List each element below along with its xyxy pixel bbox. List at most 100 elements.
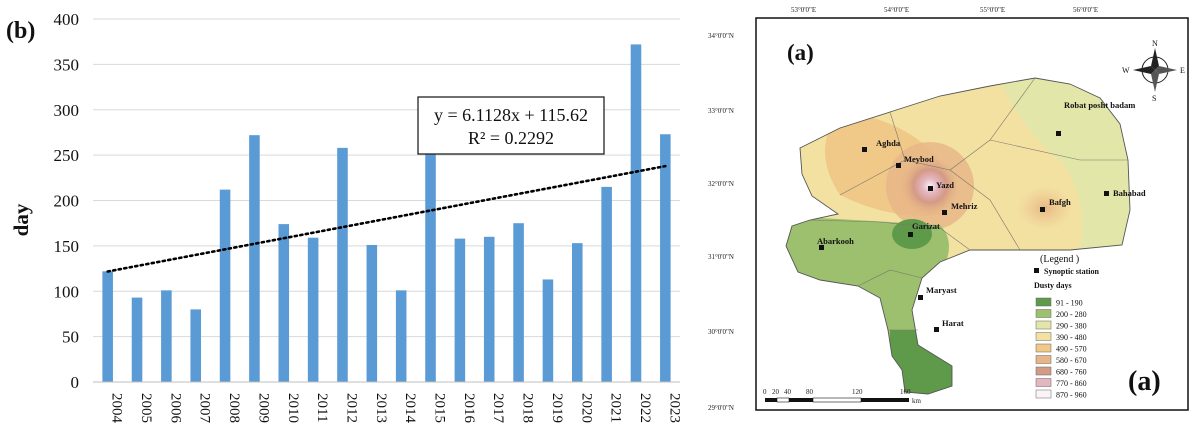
- bar-2023: [660, 134, 671, 382]
- station-bahabad: Bahabad: [1104, 188, 1146, 198]
- map-svg: 53°0'0"E 54°0'0"E 55°0'0"E 56°0'0"E 34°0…: [708, 6, 1189, 412]
- bar-2011: [307, 237, 319, 382]
- svg-text:Meybod: Meybod: [904, 154, 934, 164]
- trend-line: [106, 164, 667, 273]
- y-tick-label: 100: [54, 282, 80, 301]
- svg-text:Harat: Harat: [942, 318, 964, 328]
- legend-range-label: 580 - 670: [1056, 356, 1087, 365]
- y-tick-label: 400: [54, 10, 80, 29]
- station-harat: Harat: [934, 318, 964, 332]
- bar-2016: [454, 238, 466, 382]
- x-tick-label: 2012: [343, 393, 359, 423]
- x-tick-label: 2023: [666, 393, 682, 423]
- dusty-days-bar-chart: 0 50 100 150 200 250 300 350 400 2004 2005 2006 200…: [6, 10, 683, 424]
- svg-text:Mehriz: Mehriz: [951, 201, 978, 211]
- lon-label: 55°0'0"E: [980, 6, 1005, 14]
- legend-swatch: [1035, 366, 1052, 376]
- legend-range-label: 200 - 280: [1056, 310, 1087, 319]
- svg-text:Maryast: Maryast: [926, 285, 957, 295]
- y-tick-label: 350: [54, 55, 80, 74]
- x-tick-label: 2020: [578, 393, 594, 423]
- bar-2017: [483, 236, 495, 382]
- bar-2022: [630, 44, 642, 382]
- legend-swatch: [1035, 355, 1052, 364]
- x-tick-label: 2008: [226, 393, 242, 423]
- x-tick-label: 2019: [549, 393, 565, 423]
- station-mehriz: Mehriz: [942, 201, 978, 215]
- y-tick-label: 50: [62, 328, 79, 347]
- scale-label: 20: [772, 388, 780, 396]
- station-abarkooh: Abarkooh: [817, 236, 854, 250]
- bar-2019: [542, 279, 554, 382]
- lat-label: 31°0'0"N: [708, 253, 734, 261]
- panel-b-label: (b): [6, 18, 35, 44]
- compass-w: W: [1122, 66, 1130, 75]
- x-tick-label: 2015: [432, 393, 448, 423]
- lat-label: 30°0'0"N: [708, 328, 734, 336]
- legend-range-label: 870 - 960: [1056, 391, 1087, 400]
- lon-label: 56°0'0"E: [1073, 6, 1098, 14]
- x-tick-label: 2007: [197, 393, 213, 424]
- legend-swatch: [1035, 343, 1052, 353]
- bar-2004: [102, 271, 113, 382]
- x-tick-labels: 2004 2005 2006 2007 2008 2009 2010 2011 2012 2013…: [109, 393, 683, 424]
- legend-range-label: 490 - 570: [1056, 345, 1087, 354]
- station-markers: Robat posht badam Aghda Meybod Yazd Baha…: [817, 100, 1146, 332]
- panel-a-label-bottom: (a): [1128, 366, 1161, 397]
- bar-2008: [219, 189, 231, 382]
- x-tick-label: 2011: [314, 393, 330, 422]
- scale-label: 0: [763, 388, 767, 396]
- bar-2012: [337, 147, 348, 382]
- legend-swatch: [1035, 389, 1052, 399]
- y-tick-label: 150: [54, 237, 80, 256]
- scale-unit: km: [912, 397, 922, 405]
- legend-range-label: 290 - 380: [1056, 322, 1087, 331]
- bar-2009: [249, 135, 260, 382]
- bar-2006: [161, 290, 172, 382]
- station-maryast: Maryast: [918, 285, 957, 300]
- scale-bar: 0 20 40 80 120 160 km: [763, 388, 922, 405]
- legend-subtitle: Dusty days: [1034, 281, 1072, 290]
- legend-swatch: [1035, 332, 1052, 341]
- x-tick-label: 2018: [520, 393, 536, 423]
- x-tick-label: 2013: [373, 393, 389, 423]
- svg-text:Abarkooh: Abarkooh: [817, 236, 854, 246]
- station-aghda: Aghda: [862, 138, 901, 152]
- legend-range-label: 390 - 480: [1056, 333, 1087, 342]
- legend-station-label: Synoptic station: [1044, 267, 1099, 276]
- x-tick-label: 2021: [608, 393, 624, 423]
- trend-r-squared: R² = 0.2292: [468, 128, 554, 148]
- y-axis-label: day: [9, 203, 33, 236]
- legend-swatch: [1035, 297, 1052, 307]
- trend-equation: y = 6.1128x + 115.62: [434, 105, 588, 125]
- district-boundaries: [785, 77, 1131, 395]
- panel-a-label-top: (a): [787, 40, 814, 65]
- x-tick-label: 2010: [285, 393, 301, 423]
- compass-e: E: [1180, 66, 1185, 75]
- scale-label: 40: [784, 388, 792, 396]
- grid-lines: [93, 18, 680, 338]
- legend-range-label: 91 - 190: [1056, 299, 1083, 308]
- legend-station-marker: [1034, 268, 1039, 273]
- bar-2013: [366, 244, 378, 382]
- latitude-labels: 34°0'0"N 33°0'0"N 32°0'0"N 31°0'0"N 30°0…: [708, 32, 734, 412]
- bar-2007: [190, 309, 202, 382]
- scale-label: 120: [852, 388, 863, 396]
- legend-title: (Legend ): [1040, 254, 1079, 265]
- equation-box: [417, 96, 605, 155]
- trendline: [106, 164, 667, 273]
- svg-text:Robat posht badam: Robat posht badam: [1064, 100, 1135, 110]
- station-meybod: Meybod: [896, 154, 934, 168]
- scale-label: 80: [806, 388, 814, 396]
- bars: [102, 44, 671, 382]
- dusty-days-map: 53°0'0"E 54°0'0"E 55°0'0"E 56°0'0"E 34°0…: [690, 0, 1192, 436]
- longitude-labels: 53°0'0"E 54°0'0"E 55°0'0"E 56°0'0"E: [791, 6, 1098, 14]
- x-tick-label: 2004: [109, 393, 125, 424]
- x-tick-label: 2022: [637, 393, 653, 423]
- svg-text:Bafgh: Bafgh: [1049, 197, 1071, 207]
- station-yazd: Yazd: [928, 180, 954, 191]
- y-tick-label: 200: [54, 192, 80, 211]
- lat-label: 29°0'0"N: [708, 404, 734, 412]
- station-robat-posht-badam: Robat posht badam: [1056, 100, 1135, 136]
- legend-swatch: [1035, 320, 1052, 330]
